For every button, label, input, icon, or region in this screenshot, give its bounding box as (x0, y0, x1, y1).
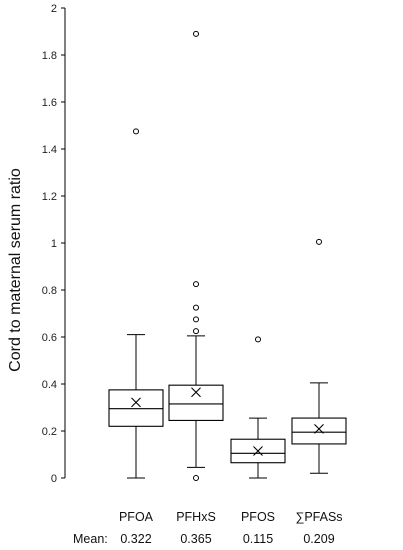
outlier-point (193, 328, 199, 335)
mean-value: 0.115 (243, 532, 273, 546)
y-tick-label: 0.6 (42, 332, 57, 344)
box-4 (291, 238, 347, 474)
iqr-box (291, 417, 347, 445)
iqr-box (168, 384, 224, 421)
y-tick-label: 1.2 (42, 191, 57, 203)
box-3 (230, 336, 286, 479)
y-tick-label: 1.6 (42, 97, 57, 109)
y-tick-label: 1.8 (42, 50, 57, 62)
box-2 (168, 30, 224, 481)
outlier-point (255, 336, 261, 343)
y-tick-label: 1.4 (42, 144, 57, 156)
mean-value: 0.322 (120, 532, 151, 546)
y-tick-label: 0.2 (42, 426, 57, 438)
y-tick-label: 0.4 (42, 379, 57, 391)
outlier-point (193, 281, 199, 288)
outlier-point (133, 128, 139, 135)
y-tick-label: 0 (51, 473, 57, 485)
y-axis-label: Cord to maternal serum ratio (7, 168, 24, 372)
category-label: ∑PFASs (295, 510, 342, 524)
mean-marker (131, 397, 141, 408)
category-label: PFHxS (176, 510, 216, 524)
y-tick-label: 2 (51, 3, 57, 15)
mean-value: 0.209 (303, 532, 334, 546)
mean-marker (314, 423, 324, 434)
iqr-box (108, 389, 164, 427)
outlier-point (193, 316, 199, 323)
box-1 (108, 128, 164, 479)
boxes (108, 30, 347, 481)
y-tick-label: 0.8 (42, 285, 57, 297)
outlier-point (193, 304, 199, 311)
mean-marker (191, 387, 201, 398)
mean-marker (253, 446, 263, 456)
mean-row-label: Mean: (73, 532, 108, 546)
category-label: PFOS (241, 510, 275, 524)
category-label: PFOA (119, 510, 154, 524)
mean-value: 0.365 (180, 532, 211, 546)
outlier-point (193, 475, 199, 481)
outlier-point (193, 30, 199, 37)
y-tick-label: 1 (51, 238, 57, 250)
outlier-point (316, 238, 322, 245)
y-axis: 0 0.2 0.4 0.6 0.8 1 1.2 1.4 1.6 1.8 2 (42, 3, 66, 485)
category-labels: PFOA 0.322 PFHxS 0.365 PFOS 0.115 ∑PFASs 0.209 (119, 510, 343, 546)
